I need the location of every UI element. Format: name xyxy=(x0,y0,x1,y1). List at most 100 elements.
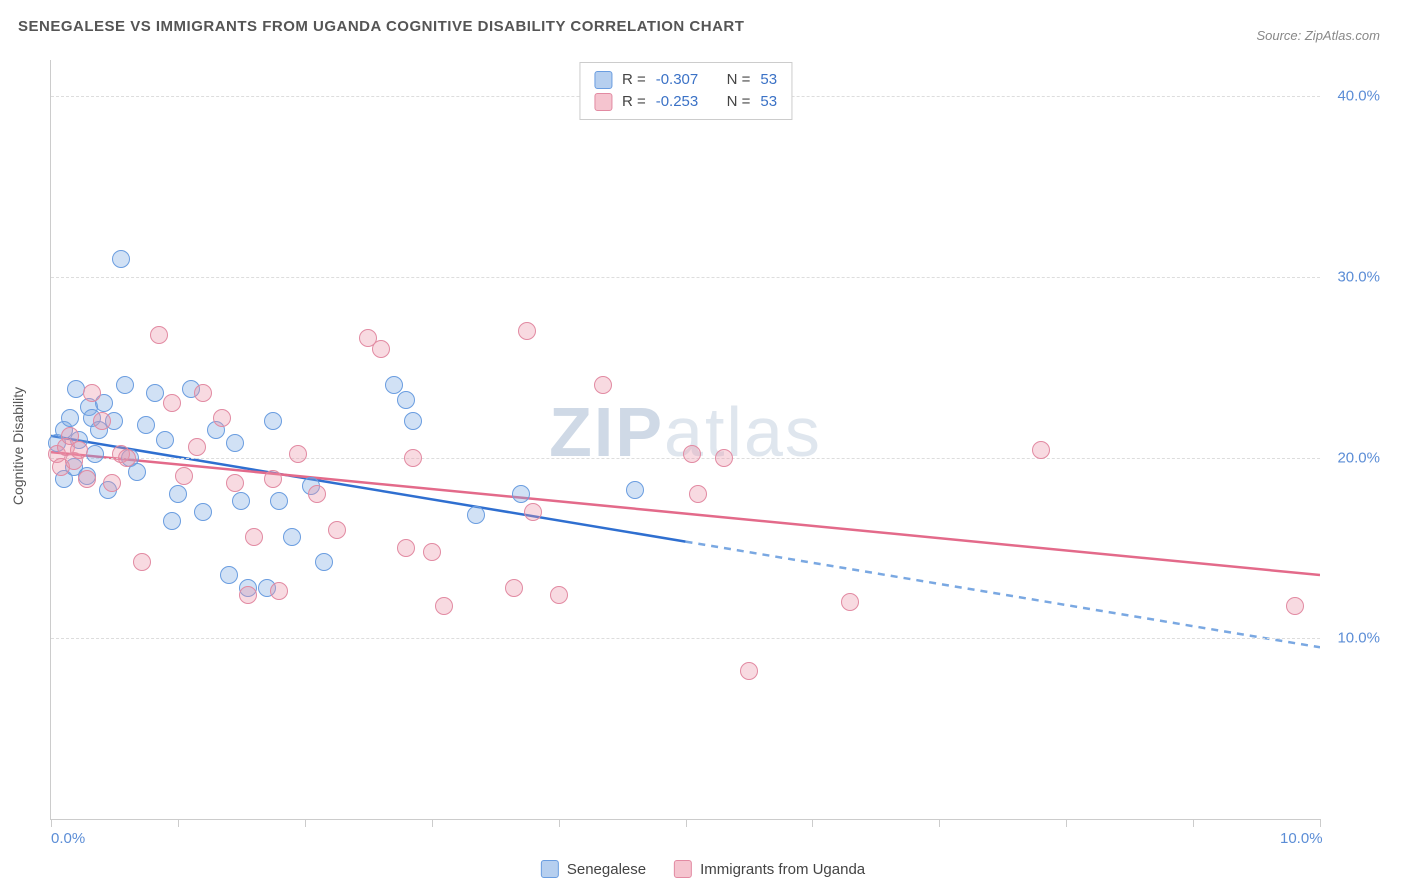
x-tick xyxy=(1193,819,1194,827)
correlation-row-senegalese: R = -0.307 N = 53 xyxy=(594,69,777,91)
swatch-uganda xyxy=(674,860,692,878)
data-point-uganda xyxy=(594,376,612,394)
data-point-senegalese xyxy=(404,412,422,430)
r-label: R = xyxy=(622,91,646,113)
scatter-chart: ZIPatlas R = -0.307 N = 53 R = -0.253 N … xyxy=(50,60,1320,820)
data-point-uganda xyxy=(404,449,422,467)
swatch-senegalese xyxy=(594,71,612,89)
data-point-uganda xyxy=(226,474,244,492)
data-point-uganda xyxy=(213,409,231,427)
data-point-senegalese xyxy=(315,553,333,571)
data-point-uganda xyxy=(689,485,707,503)
data-point-senegalese xyxy=(61,409,79,427)
data-point-uganda xyxy=(264,470,282,488)
x-tick xyxy=(1320,819,1321,827)
y-axis-label: Cognitive Disability xyxy=(10,387,26,505)
data-point-uganda xyxy=(245,528,263,546)
x-tick xyxy=(559,819,560,827)
data-point-uganda xyxy=(715,449,733,467)
data-point-senegalese xyxy=(264,412,282,430)
data-point-uganda xyxy=(103,474,121,492)
data-point-uganda xyxy=(683,445,701,463)
data-point-senegalese xyxy=(137,416,155,434)
data-point-uganda xyxy=(163,394,181,412)
data-point-uganda xyxy=(740,662,758,680)
data-point-uganda xyxy=(133,553,151,571)
legend-item-senegalese: Senegalese xyxy=(541,860,646,878)
data-point-uganda xyxy=(83,384,101,402)
series-legend: Senegalese Immigrants from Uganda xyxy=(541,860,865,878)
correlation-row-uganda: R = -0.253 N = 53 xyxy=(594,91,777,113)
data-point-uganda xyxy=(78,470,96,488)
gridline xyxy=(51,638,1320,639)
x-tick xyxy=(432,819,433,827)
chart-title: SENEGALESE VS IMMIGRANTS FROM UGANDA COG… xyxy=(0,0,1406,35)
data-point-uganda xyxy=(194,384,212,402)
data-point-uganda xyxy=(372,340,390,358)
data-point-senegalese xyxy=(270,492,288,510)
correlation-legend: R = -0.307 N = 53 R = -0.253 N = 53 xyxy=(579,62,792,120)
data-point-uganda xyxy=(435,597,453,615)
y-tick-label: 40.0% xyxy=(1337,88,1380,105)
data-point-senegalese xyxy=(232,492,250,510)
data-point-uganda xyxy=(841,593,859,611)
data-point-uganda xyxy=(239,586,257,604)
data-point-uganda xyxy=(328,521,346,539)
data-point-senegalese xyxy=(156,431,174,449)
swatch-uganda xyxy=(594,93,612,111)
data-point-senegalese xyxy=(163,512,181,530)
x-tick xyxy=(1066,819,1067,827)
trend-line xyxy=(51,452,1320,575)
n-label: N = xyxy=(727,91,751,113)
data-point-senegalese xyxy=(283,528,301,546)
data-point-uganda xyxy=(150,326,168,344)
data-point-uganda xyxy=(518,322,536,340)
data-point-uganda xyxy=(93,412,111,430)
data-point-uganda xyxy=(70,441,88,459)
data-point-senegalese xyxy=(467,506,485,524)
source-name: ZipAtlas.com xyxy=(1305,28,1380,43)
y-tick-label: 10.0% xyxy=(1337,630,1380,647)
data-point-uganda xyxy=(289,445,307,463)
data-point-uganda xyxy=(1032,441,1050,459)
data-point-senegalese xyxy=(397,391,415,409)
data-point-senegalese xyxy=(226,434,244,452)
data-point-senegalese xyxy=(86,445,104,463)
data-point-senegalese xyxy=(146,384,164,402)
n-value-uganda: 53 xyxy=(760,91,777,113)
data-point-senegalese xyxy=(116,376,134,394)
y-tick-label: 30.0% xyxy=(1337,268,1380,285)
data-point-uganda xyxy=(118,449,136,467)
data-point-uganda xyxy=(397,539,415,557)
trend-line xyxy=(686,542,1321,648)
data-point-uganda xyxy=(505,579,523,597)
n-label: N = xyxy=(727,69,751,91)
legend-label-uganda: Immigrants from Uganda xyxy=(700,861,865,878)
r-value-senegalese: -0.307 xyxy=(656,69,699,91)
data-point-senegalese xyxy=(194,503,212,521)
data-point-senegalese xyxy=(128,463,146,481)
x-tick-label: 10.0% xyxy=(1280,830,1323,847)
x-tick xyxy=(305,819,306,827)
data-point-uganda xyxy=(308,485,326,503)
data-point-uganda xyxy=(524,503,542,521)
x-tick xyxy=(178,819,179,827)
data-point-uganda xyxy=(550,586,568,604)
data-point-uganda xyxy=(188,438,206,456)
data-point-uganda xyxy=(423,543,441,561)
gridline xyxy=(51,277,1320,278)
y-tick-label: 20.0% xyxy=(1337,449,1380,466)
x-tick xyxy=(51,819,52,827)
legend-label-senegalese: Senegalese xyxy=(567,861,646,878)
data-point-uganda xyxy=(270,582,288,600)
data-point-uganda xyxy=(1286,597,1304,615)
source-prefix: Source: xyxy=(1256,28,1304,43)
data-point-senegalese xyxy=(169,485,187,503)
r-value-uganda: -0.253 xyxy=(656,91,699,113)
x-tick-label: 0.0% xyxy=(51,830,85,847)
watermark-bold: ZIP xyxy=(549,393,664,471)
x-tick xyxy=(812,819,813,827)
data-point-uganda xyxy=(175,467,193,485)
swatch-senegalese xyxy=(541,860,559,878)
legend-item-uganda: Immigrants from Uganda xyxy=(674,860,865,878)
